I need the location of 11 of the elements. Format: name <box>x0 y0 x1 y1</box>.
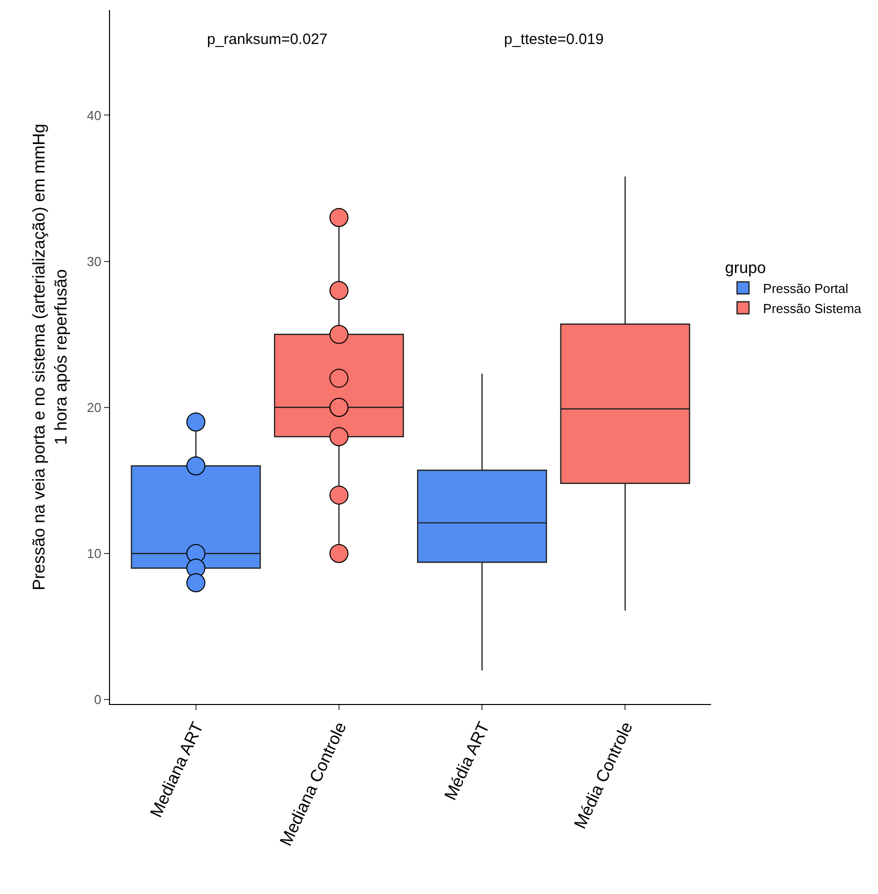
y-tick-label: 30 <box>86 254 102 269</box>
y-axis-title: Pressão na veia porta e no sistema (arterialização) em mmHg 1 hora após reperfusão <box>29 124 70 590</box>
annotation: p_tteste=0.019 <box>504 31 604 48</box>
legend-label: Pressão Sistema <box>763 300 862 316</box>
legend-label: Pressão Portal <box>763 280 848 296</box>
y-tick-label: 10 <box>86 546 102 562</box>
legend-title: grupo <box>725 260 766 277</box>
annotation: p_ranksum=0.027 <box>207 31 328 48</box>
y-tick-label: 40 <box>86 108 102 123</box>
y-tick-label: 0 <box>94 692 102 708</box>
y-tick-label: 20 <box>86 400 102 415</box>
